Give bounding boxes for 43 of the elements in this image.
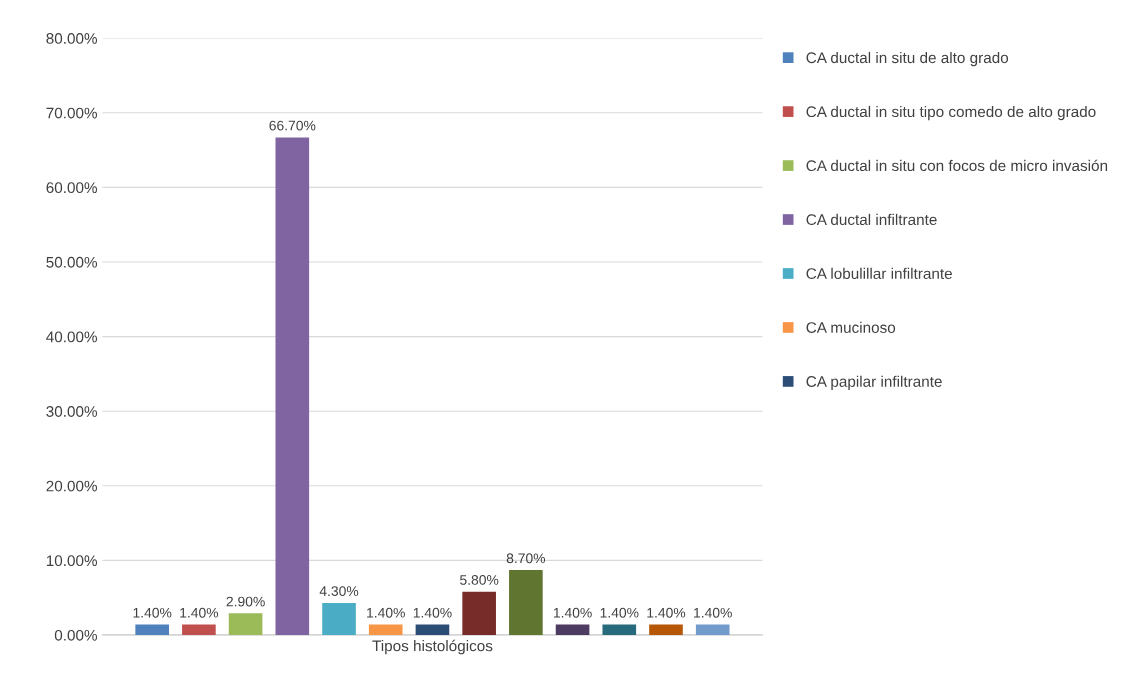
- legend-label: CA papilar infiltrante: [806, 375, 942, 390]
- data-label: 8.70%: [506, 553, 546, 564]
- data-label: 1.40%: [694, 607, 732, 618]
- legend-label: CA ductal infiltrante: [806, 213, 937, 226]
- y-tick-label: 30.00%: [46, 406, 98, 417]
- y-tick-label: 0.00%: [54, 629, 98, 641]
- legend-label: CA lobulillar infiltrante: [806, 267, 952, 279]
- data-label: 1.40%: [133, 607, 172, 618]
- legend-label: CA mucinoso: [806, 321, 896, 333]
- y-tick-label: 80.00%: [46, 33, 98, 44]
- bar: [275, 137, 310, 636]
- legend-label: CA ductal in situ tipo comedo de alto grado: [806, 105, 1096, 121]
- bar: [649, 624, 683, 636]
- data-label: 4.30%: [319, 586, 359, 597]
- bar: [135, 624, 169, 636]
- bar: [602, 624, 637, 636]
- data-label: 1.40%: [180, 607, 219, 618]
- y-tick-label: 50.00%: [46, 256, 98, 268]
- bar: [368, 624, 403, 636]
- bar: [228, 613, 263, 636]
- bar: [509, 570, 543, 636]
- data-label: 5.80%: [460, 574, 499, 585]
- y-tick-label: 40.00%: [46, 331, 98, 343]
- data-label: 1.40%: [367, 607, 405, 618]
- data-label: 1.40%: [413, 607, 452, 618]
- bar: [322, 602, 356, 636]
- y-tick-label: 60.00%: [46, 182, 98, 194]
- legend-label: CA ductal in situ con focos de micro invasión: [806, 159, 1108, 172]
- y-tick-label: 10.00%: [46, 555, 98, 567]
- x-tick-label: Tipos histológicos: [372, 639, 493, 655]
- data-label: 2.90%: [226, 596, 265, 607]
- data-label: 1.40%: [600, 607, 639, 618]
- y-tick-label: 20.00%: [46, 480, 98, 492]
- bar: [695, 624, 730, 636]
- legend-label: CA ductal in situ de alto grado: [806, 51, 1009, 67]
- y-tick-label: 70.00%: [46, 107, 98, 119]
- data-label: 1.40%: [647, 607, 686, 618]
- bar: [555, 624, 590, 636]
- bar: [415, 624, 450, 636]
- data-label: 1.40%: [553, 607, 592, 618]
- bar: [462, 591, 496, 636]
- data-label: 66.70%: [269, 120, 316, 131]
- bar: [182, 624, 216, 636]
